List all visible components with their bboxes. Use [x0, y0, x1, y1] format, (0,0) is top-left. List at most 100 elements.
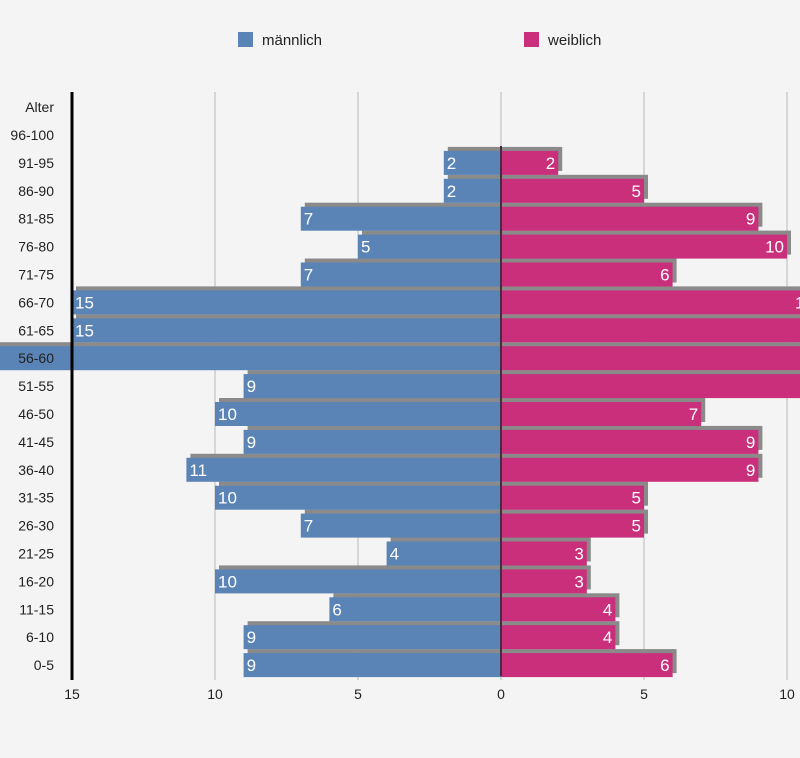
male-value-label-61-65: 15 — [75, 321, 94, 340]
female-value-label-6-10: 4 — [603, 628, 612, 647]
age-group-label: 61-65 — [18, 322, 54, 338]
female-value-label-41-45: 9 — [746, 433, 755, 452]
female-bar-36-40 — [501, 457, 759, 482]
bar-layer — [0, 150, 800, 678]
female-bar-6-10 — [501, 625, 616, 650]
female-value-label-16-20: 3 — [574, 572, 583, 591]
age-group-label: 51-55 — [18, 378, 54, 394]
female-bar-66-70 — [501, 290, 800, 315]
age-group-label: 21-25 — [18, 546, 54, 562]
female-bar-76-80 — [501, 234, 787, 259]
male-bar-31-35 — [215, 485, 501, 510]
male-value-label-26-30: 7 — [304, 517, 313, 536]
female-bar-11-15 — [501, 597, 616, 622]
female-bar-41-45 — [501, 429, 759, 454]
male-value-label-51-55: 9 — [247, 377, 256, 396]
male-bar-6-10 — [243, 625, 501, 650]
female-bar-61-65 — [501, 318, 800, 343]
male-bar-0-5 — [243, 653, 501, 678]
male-bar-46-50 — [215, 402, 501, 426]
female-value-label-76-80: 10 — [765, 238, 784, 257]
male-value-label-46-50: 10 — [218, 405, 237, 424]
legend-label-1: weiblich — [547, 32, 601, 49]
female-value-label-11-15: 4 — [603, 600, 612, 619]
age-group-label: 91-95 — [18, 155, 54, 171]
male-value-label-41-45: 9 — [247, 433, 256, 452]
male-value-label-21-25: 4 — [390, 545, 399, 564]
female-value-label-91-95: 2 — [546, 154, 555, 173]
male-bar-81-85 — [300, 206, 501, 231]
age-group-label: 41-45 — [18, 434, 54, 450]
legend-swatch-0 — [238, 32, 253, 47]
age-group-label: 31-35 — [18, 490, 54, 506]
age-group-label: 76-80 — [18, 239, 54, 255]
female-value-label-66-70: 11 — [795, 293, 800, 312]
male-bar-66-70 — [72, 290, 501, 315]
female-bar-81-85 — [501, 206, 759, 231]
male-value-label-81-85: 7 — [304, 210, 313, 229]
y-axis-header: Alter — [25, 99, 54, 115]
x-tick-label: 10 — [779, 686, 795, 702]
age-group-label: 46-50 — [18, 406, 54, 422]
female-value-label-0-5: 6 — [660, 656, 669, 675]
male-bar-86-90 — [443, 178, 501, 203]
male-bar-41-45 — [243, 429, 501, 454]
female-bar-46-50 — [501, 402, 702, 426]
female-bar-31-35 — [501, 485, 644, 510]
age-group-label: 26-30 — [18, 518, 54, 534]
female-bar-91-95 — [501, 150, 559, 175]
age-group-label: 86-90 — [18, 183, 54, 199]
male-value-label-31-35: 10 — [218, 489, 237, 508]
legend-layer: männlich weiblich — [238, 32, 601, 49]
female-bar-51-55 — [501, 374, 800, 399]
male-value-label-36-40: 11 — [189, 461, 207, 480]
legend-label-0: männlich — [262, 32, 322, 49]
female-bar-56-60 — [501, 346, 800, 371]
x-tick-label: 0 — [497, 686, 505, 702]
x-tick-label: 15 — [64, 686, 80, 702]
age-group-label: 6-10 — [26, 629, 54, 645]
female-value-label-36-40: 9 — [746, 461, 755, 480]
male-value-label-86-90: 2 — [447, 182, 456, 201]
male-value-label-66-70: 15 — [75, 293, 94, 312]
male-value-label-11-15: 6 — [332, 600, 341, 619]
age-group-label: 81-85 — [18, 211, 54, 227]
female-bar-16-20 — [501, 569, 587, 594]
female-value-label-86-90: 5 — [632, 182, 641, 201]
male-value-label-76-80: 5 — [361, 238, 370, 257]
age-group-label: 96-100 — [10, 127, 54, 143]
male-bar-21-25 — [386, 541, 501, 566]
male-value-label-16-20: 10 — [218, 572, 237, 591]
female-bar-0-5 — [501, 653, 673, 678]
male-value-label-71-75: 7 — [304, 266, 313, 285]
age-group-label: 71-75 — [18, 267, 54, 283]
male-bar-11-15 — [329, 597, 501, 622]
age-group-label: 66-70 — [18, 294, 54, 310]
x-tick-label: 5 — [354, 686, 362, 702]
male-bar-51-55 — [243, 374, 501, 399]
age-group-label: 16-20 — [18, 573, 54, 589]
female-bar-21-25 — [501, 541, 587, 566]
female-bar-86-90 — [501, 178, 644, 203]
male-bar-36-40 — [186, 457, 501, 482]
x-tick-label: 10 — [207, 686, 223, 702]
age-group-label: 0-5 — [34, 657, 54, 673]
male-bar-16-20 — [215, 569, 501, 594]
axis-layer: 25201510505101520Alter96-10091-9586-9081… — [10, 92, 795, 702]
age-group-label: 11-15 — [19, 601, 54, 617]
label-layer: 2225795107615111512221691710799119105754… — [75, 154, 800, 675]
age-group-label: 56-60 — [18, 350, 54, 366]
male-bar-71-75 — [300, 262, 501, 287]
male-value-label-91-95: 2 — [447, 154, 456, 173]
male-bar-91-95 — [443, 150, 501, 175]
female-value-label-81-85: 9 — [746, 210, 755, 229]
male-value-label-6-10: 9 — [247, 628, 256, 647]
male-bar-56-60 — [0, 346, 502, 371]
male-bar-61-65 — [72, 318, 501, 343]
female-value-label-21-25: 3 — [574, 545, 583, 564]
female-value-label-46-50: 7 — [689, 405, 698, 424]
male-bar-76-80 — [358, 234, 501, 259]
male-value-label-0-5: 9 — [247, 656, 256, 675]
